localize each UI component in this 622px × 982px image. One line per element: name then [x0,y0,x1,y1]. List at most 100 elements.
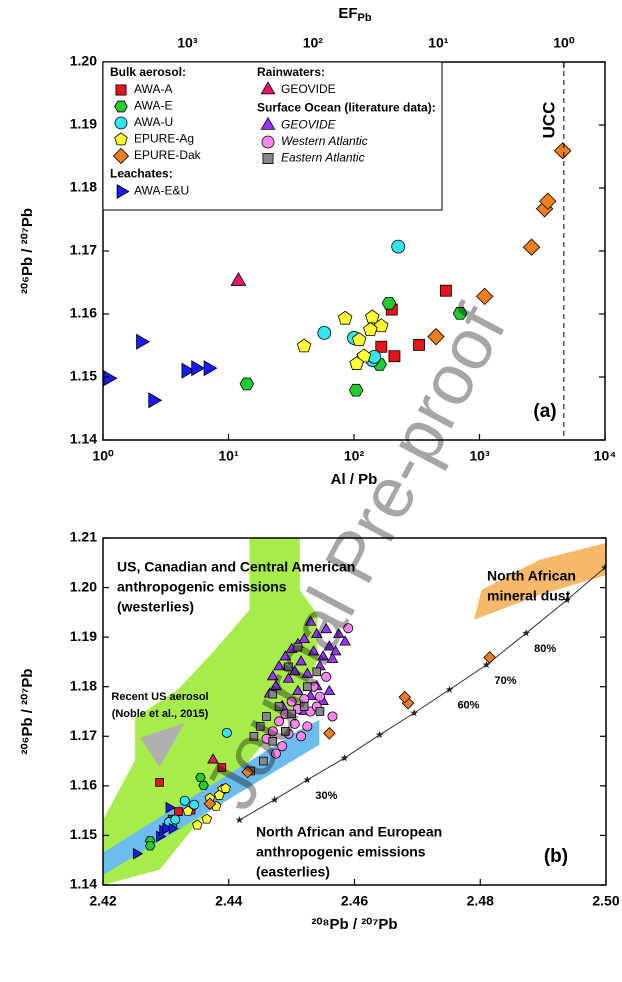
region-label: (Noble et al., 2015) [112,708,209,720]
marker-triangle-right [165,801,176,814]
marker-triangle-right [203,360,218,377]
marker-circle [343,623,354,634]
y-tick-label: 1.18 [70,677,97,693]
region-label: anthropogenic emissions [256,844,426,860]
marker-triangle-up [230,271,247,286]
marker-hexagon [144,841,156,851]
mixing-star [445,685,454,693]
marker-triangle-up [317,650,329,661]
legend-label: AWA-E&U [134,184,189,198]
marker-square [439,284,452,297]
legend-label: GEOVIDE [281,118,337,132]
x-tick-label: 10¹ [218,448,239,464]
y-tick-label: 1.15 [70,826,97,842]
marker-triangle-up [310,627,323,639]
marker-diamond [203,797,217,811]
mixing-label: 60% [457,700,479,712]
marker-triangle-up [279,650,292,661]
marker-pentagon [182,805,194,816]
x-tick-label: 2.42 [89,893,116,909]
marker-triangle-up [323,640,336,651]
y-axis-title: ²⁰⁶Pb / ²⁰⁷Pb [19,208,36,294]
marker-circle [221,727,232,738]
marker-triangle-up [339,635,351,646]
marker-square [262,712,271,721]
region-label: anthropogenic emissions [117,579,287,595]
y-tick-label: 1.19 [70,116,97,132]
y-tick-label: 1.14 [70,431,97,447]
legend-label: Eastern Atlantic [281,151,365,165]
marker-triangle-up [207,753,219,764]
y-tick-label: 1.14 [70,876,97,892]
marker-circle [302,721,313,732]
region-label: North African and European [256,824,442,840]
marker-square [155,778,164,787]
x-tick-label: 2.50 [592,893,619,909]
marker-square [274,702,284,711]
marker-hexagon [239,377,255,391]
mixing-star [563,595,571,604]
marker-square [284,662,293,672]
y-axis-title: ²⁰⁶Pb / ²⁰⁷Pb [19,669,36,755]
x2-axis-title-main: EF [338,5,357,22]
marker-pentagon [349,356,364,370]
legend-frame [102,61,443,211]
marker-diamond [398,690,412,704]
marker-triangle-up [304,615,317,626]
mixing-star [303,775,312,784]
marker-triangle-up [329,645,342,656]
marker-pentagon [337,310,353,325]
marker-triangle-up [260,81,276,95]
marker-circle [317,325,332,340]
region-label: US, Canadian and Central American [117,559,355,575]
marker-circle [170,814,181,825]
x2-axis-title-sub: Pb [358,12,372,24]
reference-label: UCC [539,102,558,139]
marker-pentagon [356,348,372,363]
x-tick-label: 10⁴ [594,448,617,464]
panel: 30% 60% 70% 80% 1.14 1.15 1.16 1.17 1.18 1.19 1.20… [19,529,620,933]
marker-circle [277,741,288,752]
mixing-star [522,629,530,637]
mixing-star [410,708,419,717]
marker-square [299,702,309,711]
marker-triangle-up [292,684,304,696]
y-tick-label: 1.21 [70,529,97,545]
marker-triangle-up [301,667,314,678]
region [474,543,606,620]
legend-group-title: Bulk aerosol: [110,65,186,79]
marker-triangle-up [270,679,282,691]
y-tick-label: 1.18 [70,179,97,195]
x2-axis-title: EFPb [338,5,372,24]
marker-hexagon [348,383,364,397]
x-tick-label: 10² [344,448,365,464]
legend-label: EPURE-Ag [134,132,194,146]
mixing-label: 30% [315,790,337,802]
marker-triangle-up [332,627,345,639]
marker-square [259,756,268,766]
marker-triangle-up [260,116,276,130]
marker-hexagon [381,296,397,310]
legend-label: AWA-A [134,82,172,96]
marker-triangle-right [132,847,144,860]
marker-pentagon [114,132,128,146]
region-label: (easterlies) [256,864,330,880]
marker-circle [296,731,307,742]
marker-diamond [112,147,130,165]
y-tick-label: 1.16 [70,305,97,321]
marker-triangle-right [148,392,163,409]
x-tick-label: 10³ [469,448,490,464]
marker-triangle-right [136,333,151,350]
x-axis-title: ²⁰⁸Pb / ²⁰⁷Pb [311,916,397,933]
marker-hexagon [114,100,128,113]
y-tick-label: 1.19 [70,628,97,644]
marker-triangle-right [116,184,130,199]
y-tick-label: 1.17 [70,727,97,743]
mixing-star [375,730,384,739]
marker-square [217,763,227,772]
region-label: mineral dust [487,588,571,604]
marker-square [281,727,290,736]
marker-triangle-up [326,652,339,663]
